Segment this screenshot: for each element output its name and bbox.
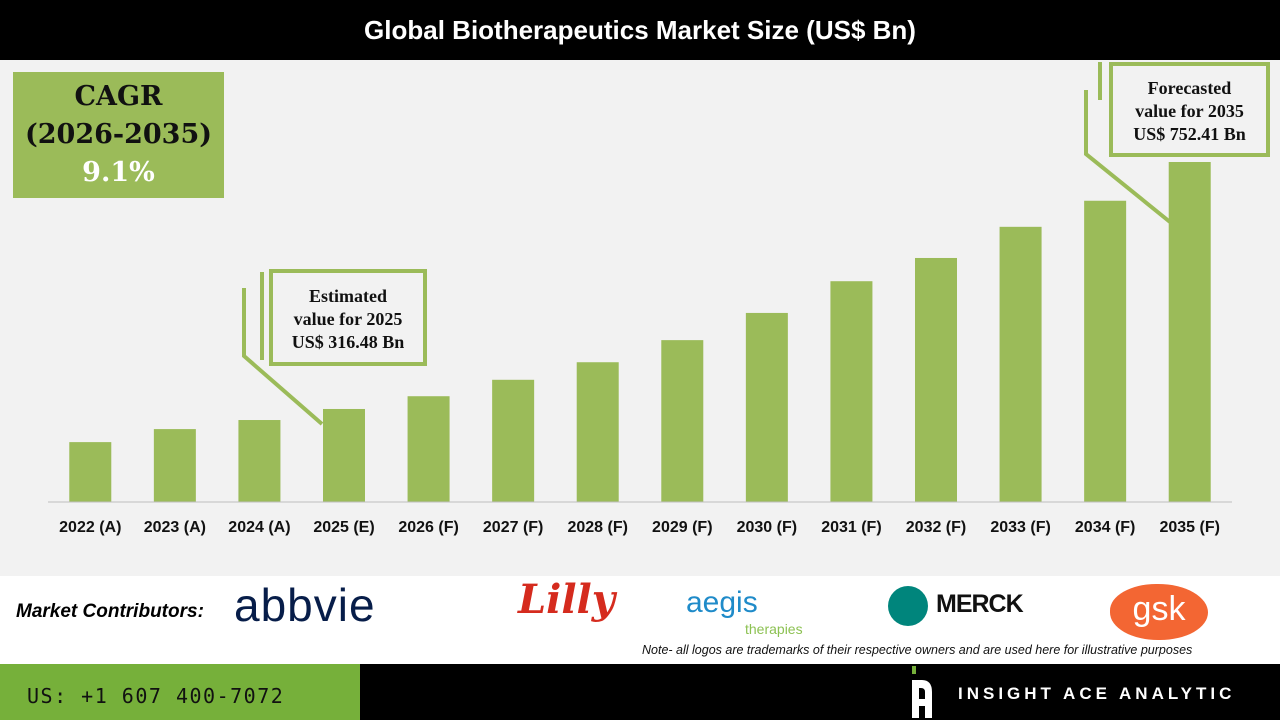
callout-text: value for 2025 (293, 309, 403, 329)
bar-2024 (238, 420, 281, 502)
aegis-logo: aegis (686, 586, 758, 619)
chart-title: Global Biotherapeutics Market Size (US$ … (0, 0, 1280, 60)
brand-name: INSIGHT ACE ANALYTIC (958, 684, 1236, 703)
merck-icon (888, 586, 928, 626)
callout-text: value for 2035 (1135, 101, 1244, 121)
x-tick-label: 2027 (F) (483, 519, 543, 536)
bar-2028 (576, 362, 619, 502)
merck-logo: MERCK (936, 590, 1024, 618)
bar-2035 (1168, 162, 1211, 502)
bar-2026 (407, 396, 450, 502)
bar-2027 (492, 379, 535, 502)
abbvie-logo: abbvie (234, 579, 376, 631)
callout-text: US$ 316.48 Bn (291, 332, 405, 352)
contributors-label: Market Contributors: (16, 601, 204, 622)
bar-chart: 2022 (A) 2023 (A) 2024 (A) 2025 (E) 2026 (F)… (48, 62, 1232, 536)
estimated-callout: Estimated value for 2025 US$ 316.48 Bn (269, 269, 427, 366)
callout-text: Forecasted (1147, 78, 1232, 98)
x-tick-label: 2030 (F) (737, 519, 797, 536)
callout-text: US$ 752.41 Bn (1133, 124, 1246, 144)
aegis-therapies-logo: therapies (745, 621, 803, 637)
x-tick-label: 2026 (F) (398, 519, 458, 536)
x-tick-label: 2025 (E) (313, 519, 374, 536)
x-tick-label: 2028 (F) (567, 519, 627, 536)
bar-2030 (745, 312, 788, 502)
bar-2034 (1084, 200, 1127, 503)
bar-2029 (661, 340, 704, 502)
bar-2023 (153, 429, 196, 502)
x-tick-label: 2035 (F) (1159, 519, 1219, 536)
cagr-period: (2026-2035) (24, 119, 213, 150)
bar-2033 (999, 226, 1042, 503)
lilly-logo: Lilly (518, 576, 615, 623)
x-tick-label: 2022 (A) (59, 519, 121, 536)
bar-2025 (323, 408, 365, 502)
x-tick-label: 2033 (F) (990, 519, 1050, 536)
forecast-connector (1084, 90, 1172, 224)
phone-number: US: +1 607 400-7072 (0, 664, 360, 720)
x-tick-label: 2029 (F) (652, 519, 712, 536)
trademark-note: Note- all logos are trademarks of their … (642, 643, 1193, 657)
contributors-section: Market Contributors: abbvie Lilly aegis … (0, 576, 1280, 666)
cagr-box: CAGR (2026-2035) 9.1% (13, 72, 224, 198)
bar-2032 (915, 257, 957, 502)
estimated-connector (242, 288, 324, 426)
plot-area: 2022 (A) 2023 (A) 2024 (A) 2025 (E) 2026 (F)… (0, 60, 1280, 576)
bar-2031 (830, 281, 873, 502)
bar-2022 (69, 442, 112, 502)
forecast-callout: Forecasted value for 2035 US$ 752.41 Bn (1109, 62, 1270, 157)
x-tick-label: 2031 (F) (821, 519, 881, 536)
x-tick-label: 2024 (A) (228, 519, 290, 536)
gsk-logo: gsk (1110, 584, 1208, 640)
x-tick-label: 2032 (F) (906, 519, 966, 536)
cagr-label: CAGR (74, 81, 163, 112)
cagr-value: 9.1% (82, 157, 155, 188)
x-tick-label: 2034 (F) (1075, 519, 1135, 536)
insightace-logo-icon (912, 666, 932, 718)
x-tick-label: 2023 (A) (144, 519, 206, 536)
footer: US: +1 607 400-7072 INSIGHT ACE ANALYTIC (0, 664, 1280, 720)
callout-text: Estimated (309, 286, 387, 306)
